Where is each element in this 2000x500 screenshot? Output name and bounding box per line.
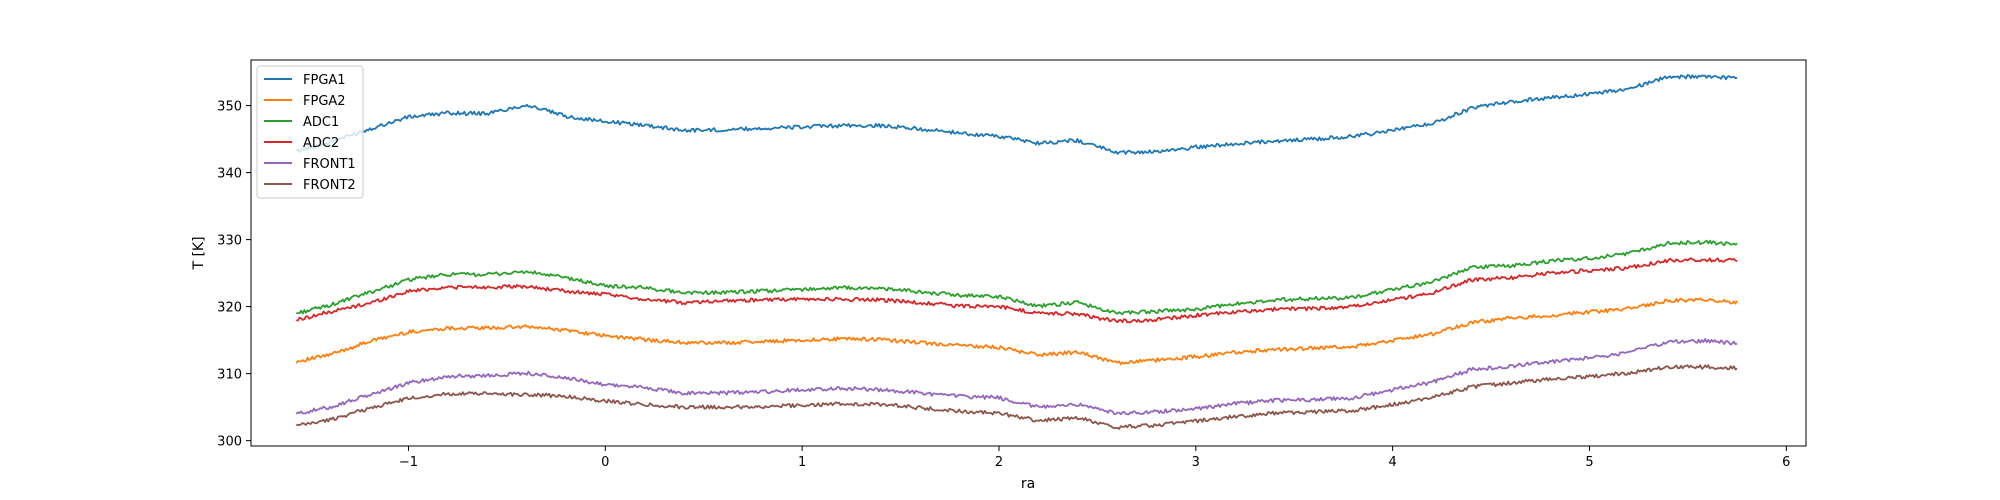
x-tick-label: 2 — [995, 455, 1003, 470]
legend-label-fpga2: FPGA2 — [303, 94, 346, 109]
legend-label-fpga1: FPGA1 — [303, 73, 346, 88]
legend-label-front1: FRONT1 — [303, 157, 356, 172]
y-tick-label: 350 — [217, 100, 242, 115]
legend-label-front2: FRONT2 — [303, 178, 356, 193]
y-axis-ticks: 300 310 320 330 340 350 — [217, 100, 251, 450]
x-tick-label: 0 — [601, 455, 609, 470]
y-axis-label: T [K] — [191, 236, 207, 270]
x-tick-label: 6 — [1782, 455, 1790, 470]
legend: FPGA1 FPGA2 ADC1 ADC2 FRONT1 FRONT2 — [256, 65, 364, 199]
y-tick-label: 320 — [217, 301, 242, 316]
series-line-fpga1 — [296, 74, 1738, 155]
plot-area — [251, 60, 1806, 446]
y-tick-label: 310 — [217, 368, 242, 383]
plot-frame — [250, 59, 1807, 447]
y-tick-label: 330 — [217, 234, 242, 249]
x-tick-label: 3 — [1192, 455, 1200, 470]
x-axis-label: ra — [1021, 476, 1035, 492]
series-layer — [295, 74, 1738, 430]
legend-label-adc1: ADC1 — [303, 115, 339, 130]
series-line-front2 — [295, 364, 1738, 430]
x-tick-label: 4 — [1389, 455, 1397, 470]
x-axis-ticks: −1 0 1 2 3 4 5 6 — [399, 446, 1790, 470]
y-tick-label: 340 — [217, 167, 242, 182]
series-line-fpga2 — [295, 297, 1738, 366]
series-line-adc1 — [296, 239, 1738, 316]
y-tick-label: 300 — [217, 435, 242, 450]
x-tick-label: 1 — [798, 455, 806, 470]
series-line-adc2 — [296, 257, 1738, 324]
legend-label-adc2: ADC2 — [303, 136, 339, 151]
x-tick-label: 5 — [1585, 455, 1593, 470]
x-tick-label: −1 — [399, 455, 418, 470]
series-line-front1 — [295, 338, 1738, 416]
